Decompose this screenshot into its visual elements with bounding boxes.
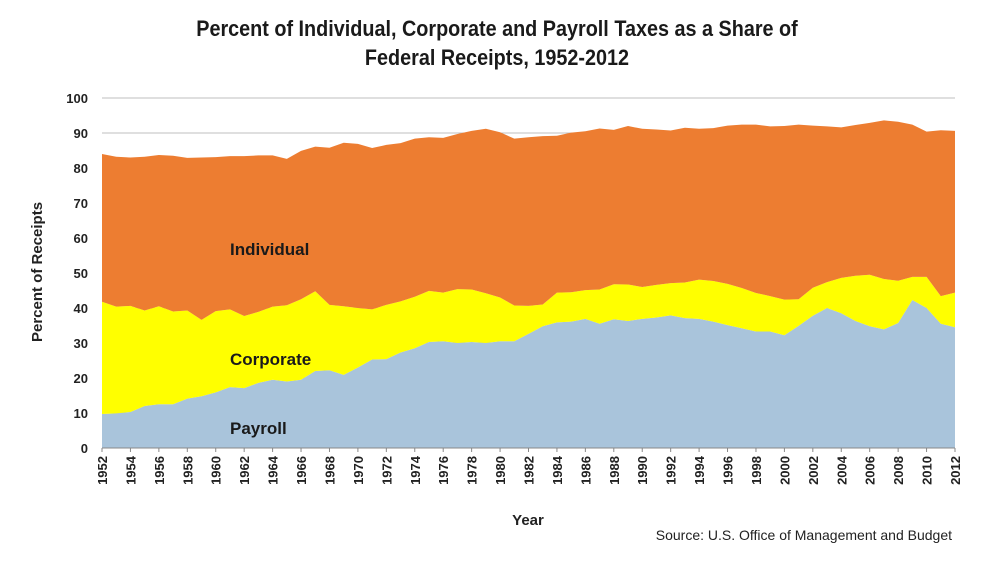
y-tick-label: 40: [74, 301, 88, 316]
x-tick-label: 2002: [806, 456, 821, 485]
x-tick-label: 1954: [123, 455, 138, 485]
x-tick-label: 1998: [749, 456, 764, 485]
x-tick-label: 1968: [322, 456, 337, 485]
x-tick-label: 1964: [266, 455, 281, 485]
x-tick-label: 1970: [351, 456, 366, 485]
chart-title-line-1: Percent of Individual, Corporate and Pay…: [196, 16, 798, 41]
x-tick-label: 1966: [294, 456, 309, 485]
area-series: [102, 120, 955, 448]
x-tick-label: 1974: [408, 455, 423, 485]
y-tick-label: 80: [74, 161, 88, 176]
area-individual: [102, 120, 955, 320]
x-tick-label: 2008: [891, 456, 906, 485]
chart-title: Percent of Individual, Corporate and Pay…: [50, 14, 945, 72]
y-tick-label: 10: [74, 406, 88, 421]
source-note: Source: U.S. Office of Management and Bu…: [656, 527, 952, 543]
y-tick-label: 60: [74, 231, 88, 246]
chart-title-line-2: Federal Receipts, 1952-2012: [364, 45, 630, 70]
x-tick-label: 2000: [777, 456, 792, 485]
y-axis-label: Percent of Receipts: [29, 202, 46, 342]
x-tick-label: 2012: [948, 456, 963, 485]
x-tick-label: 1992: [664, 456, 679, 485]
x-tick-label: 1986: [578, 456, 593, 485]
y-tick-label: 90: [74, 126, 88, 141]
x-tick-label: 1978: [465, 456, 480, 485]
y-tick-label: 70: [74, 196, 88, 211]
x-tick-label: 1952: [95, 456, 110, 485]
y-tick-label: 100: [66, 91, 88, 106]
x-tick-label: 1994: [692, 455, 707, 485]
x-tick-label: 2006: [863, 456, 878, 485]
x-tick-label: 2010: [920, 456, 935, 485]
area-payroll: [102, 299, 955, 448]
x-axis-ticks: 1952 1954 1956 1958 1960 1962 1964 1966 1968 1970…: [95, 448, 963, 485]
x-axis-label: Year: [512, 512, 544, 529]
x-tick-label: 1984: [550, 455, 565, 485]
x-tick-label: 2004: [834, 455, 849, 485]
x-tick-label: 1958: [180, 456, 195, 485]
x-tick-label: 1962: [237, 456, 252, 485]
x-tick-label: 1960: [209, 456, 224, 485]
y-tick-label: 0: [81, 441, 88, 456]
x-tick-label: 1982: [522, 456, 537, 485]
x-tick-label: 1990: [635, 456, 650, 485]
y-tick-label: 20: [74, 371, 88, 386]
x-tick-label: 1976: [436, 456, 451, 485]
x-tick-label: 1996: [721, 456, 736, 485]
series-label-individual: Individual: [230, 240, 309, 259]
x-tick-label: 1972: [379, 456, 394, 485]
x-tick-label: 1956: [152, 456, 167, 485]
area-corporate: [102, 274, 955, 415]
x-tick-label: 1980: [493, 456, 508, 485]
series-label-payroll: Payroll: [230, 419, 287, 438]
y-tick-label: 30: [74, 336, 88, 351]
y-tick-label: 50: [74, 266, 88, 281]
y-axis-ticks: 0 10 20 30 40 50 60 70 80 90 100: [66, 91, 88, 456]
x-tick-label: 1988: [607, 456, 622, 485]
series-label-corporate: Corporate: [230, 350, 311, 369]
